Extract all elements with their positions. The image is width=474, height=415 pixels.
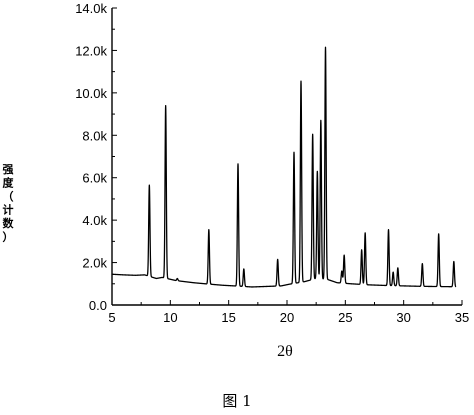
y-tick-label: 10.0k (75, 86, 107, 101)
peak-point (365, 232, 366, 233)
peak-point (397, 267, 398, 268)
x-tick-label: 5 (108, 310, 115, 325)
diffraction-series-line (111, 46, 457, 288)
peak-point (422, 263, 423, 264)
peak-point (341, 270, 342, 271)
y-axis-title-char: 度 (3, 176, 15, 190)
peak-point (165, 105, 166, 106)
peak-point (453, 261, 454, 262)
y-tick-label: 4.0k (82, 213, 107, 228)
y-tick-label: 8.0k (82, 128, 107, 143)
peak-point (177, 278, 178, 279)
peak-point (438, 233, 439, 234)
y-tick-label: 14.0k (75, 1, 107, 16)
peak-point (237, 163, 238, 164)
peak-point (149, 185, 150, 186)
peak-point (312, 134, 313, 135)
x-tick-label: 10 (163, 310, 177, 325)
y-tick-label: 2.0k (82, 256, 107, 271)
x-tick-label: 25 (338, 310, 352, 325)
peak-point (293, 152, 294, 153)
x-tick-label: 35 (455, 310, 469, 325)
figure-caption: 图 1 (222, 392, 251, 410)
x-axis-title: 2θ (277, 343, 293, 360)
peak-point (388, 229, 389, 230)
peak-point (325, 47, 326, 48)
y-tick-label: 12.0k (75, 43, 107, 58)
peak-point (344, 255, 345, 256)
x-tick-label: 20 (280, 310, 294, 325)
peak-point (317, 171, 318, 172)
peak-point (277, 259, 278, 260)
y-tick-label: 0.0 (89, 298, 107, 313)
peak-point (320, 120, 321, 121)
x-tick-label: 15 (221, 310, 235, 325)
peak-point (300, 81, 301, 82)
y-axis-title-char: 强 (3, 163, 14, 176)
plot-area: 5 10 15 20 25 30 35 0.0 2.0k 4.0k 6.0k 8.0k 10.0k 12.… (75, 1, 469, 325)
peak-point (208, 229, 209, 230)
y-axis-title-char: 数 (3, 216, 15, 230)
x-tick-label: 30 (396, 310, 410, 325)
peak-point (243, 268, 244, 269)
y-axis-title-char: 计 (3, 203, 14, 217)
y-axis-title-char: （ (3, 190, 14, 203)
peak-point (361, 249, 362, 250)
peak-point (393, 272, 394, 273)
y-axis-title: 强度（计数） (3, 163, 15, 244)
y-tick-label: 6.0k (82, 171, 107, 186)
y-axis-title-char: ） (3, 231, 14, 244)
